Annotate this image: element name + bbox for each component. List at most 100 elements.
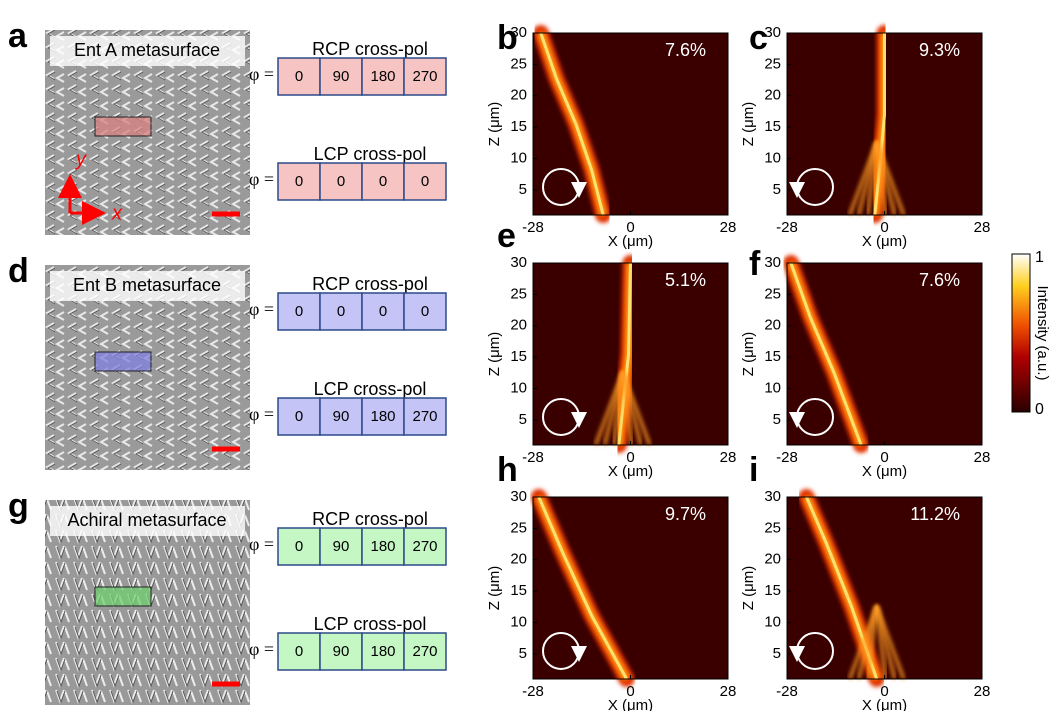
phase-value: 90 [333, 538, 350, 555]
y-tick-label: 10 [764, 379, 781, 396]
phase-cell [319, 527, 363, 566]
y-tick-label: 15 [510, 582, 527, 599]
image-label: Ent B metasurface [73, 275, 221, 295]
efficiency: 11.2% [910, 504, 960, 524]
phase-value: 0 [337, 173, 345, 190]
y-tick-label: 25 [764, 519, 781, 536]
y-tick-label: 10 [764, 613, 781, 630]
phase-cell [277, 632, 321, 671]
x-tick-label: 0 [626, 683, 634, 700]
table-title: RCP cross-pol [312, 509, 428, 529]
beam-fan [875, 141, 906, 216]
y-tick-label: 20 [510, 551, 527, 568]
y-tick-label: 30 [764, 488, 781, 505]
phase-cell [361, 57, 405, 96]
y-tick-label: 30 [510, 254, 527, 271]
phase-cell [403, 162, 447, 201]
phase-value: 0 [337, 303, 345, 320]
y-tick-label: 30 [510, 488, 527, 505]
panel-letter: a [8, 17, 28, 55]
phase-value: 180 [370, 643, 395, 660]
x-tick-label: -28 [776, 449, 798, 466]
phase-cell [403, 292, 447, 331]
panel-letter: i [749, 451, 758, 489]
x-tick-label: 28 [974, 219, 991, 236]
y-tick-label: 20 [764, 551, 781, 568]
phase-value: 180 [370, 538, 395, 555]
y-tick-label: 5 [773, 645, 781, 662]
phase-value: 180 [370, 408, 395, 425]
y-tick-label: 15 [510, 348, 527, 365]
phase-value: 0 [295, 173, 303, 190]
beam-fan [621, 371, 652, 446]
image-label: Achiral metasurface [67, 510, 226, 530]
phase-value: 270 [412, 408, 437, 425]
y-tick-label: 30 [764, 254, 781, 271]
phase-value: 90 [333, 643, 350, 660]
label-box [50, 271, 245, 301]
y-axis-label: Z (μm) [740, 102, 757, 146]
y-tick-label: 5 [519, 181, 527, 198]
heatmap-bg [787, 263, 982, 445]
x-tick-label: 28 [720, 219, 737, 236]
x-tick-label: -28 [776, 683, 798, 700]
y-tick-label: 20 [510, 317, 527, 334]
phi-label: φ = [249, 64, 274, 84]
y-tick-label: 25 [510, 519, 527, 536]
phase-value: 0 [379, 173, 387, 190]
y-tick-label: 5 [773, 181, 781, 198]
table-title: RCP cross-pol [312, 39, 428, 59]
y-tick-label: 10 [764, 149, 781, 166]
phase-cell [319, 57, 363, 96]
x-axis-label: X (μm) [608, 233, 653, 250]
x-tick-label: -28 [522, 219, 544, 236]
phase-value: 0 [295, 408, 303, 425]
efficiency: 9.3% [919, 40, 960, 60]
x-axis-label: X (μm) [862, 463, 907, 480]
colorbar-min: 0 [1035, 401, 1044, 418]
table-title: RCP cross-pol [312, 274, 428, 294]
image-label: Ent A metasurface [74, 40, 220, 60]
y-tick-label: 20 [764, 87, 781, 104]
y-axis-label: Z (μm) [740, 566, 757, 610]
y-axis-label: Z (μm) [486, 566, 503, 610]
y-tick-label: 10 [510, 379, 527, 396]
heatmap-bg [533, 497, 728, 679]
phase-value: 0 [295, 303, 303, 320]
panel-letter: e [497, 217, 516, 255]
phase-cell [319, 162, 363, 201]
panel-letter: b [497, 19, 518, 57]
x-tick-label: 0 [880, 683, 888, 700]
x-tick-label: 28 [974, 683, 991, 700]
axis-y-label: y [74, 148, 87, 170]
phase-value: 0 [421, 303, 429, 320]
phase-cell [403, 57, 447, 96]
colorbar-label: Intensity (a.u.) [1034, 285, 1051, 380]
phase-cell [361, 632, 405, 671]
phi-label: φ = [249, 639, 274, 659]
phase-value: 90 [333, 408, 350, 425]
x-tick-label: 0 [626, 449, 634, 466]
phase-cell [403, 632, 447, 671]
efficiency: 9.7% [665, 504, 706, 524]
x-tick-label: -28 [522, 449, 544, 466]
y-tick-label: 25 [764, 285, 781, 302]
x-tick-label: 28 [974, 449, 991, 466]
label-box [50, 506, 245, 536]
y-tick-label: 15 [764, 118, 781, 135]
phase-cell [277, 527, 321, 566]
unit-cell-highlight [94, 116, 152, 137]
phase-value: 90 [333, 68, 350, 85]
beam-core [539, 32, 605, 216]
heatmap-bg [533, 33, 728, 215]
x-tick-label: 28 [720, 683, 737, 700]
y-tick-label: 25 [764, 55, 781, 72]
y-tick-label: 15 [764, 348, 781, 365]
panel-letter: h [497, 451, 518, 489]
table-title: LCP cross-pol [314, 614, 427, 634]
y-tick-label: 10 [510, 149, 527, 166]
label-box [50, 36, 245, 66]
colorbar-max: 1 [1035, 249, 1044, 266]
phase-value: 180 [370, 68, 395, 85]
panel-letter: d [8, 252, 29, 290]
